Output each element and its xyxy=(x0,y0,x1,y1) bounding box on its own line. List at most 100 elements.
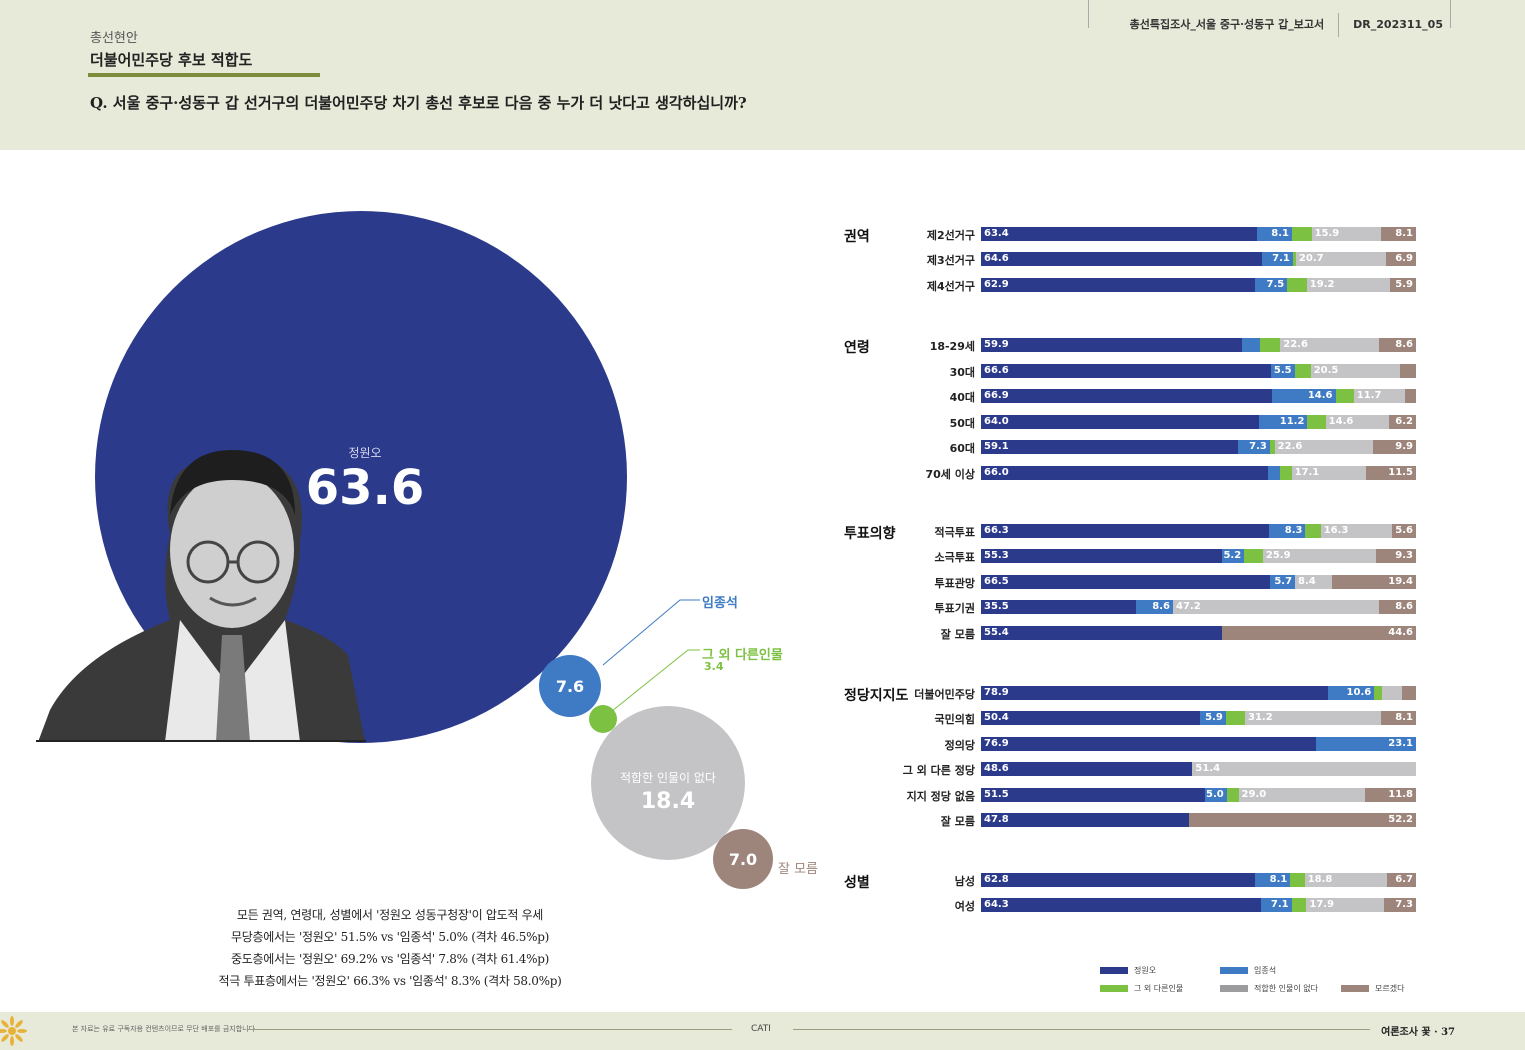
bar-segment: 7.3 xyxy=(1384,898,1416,912)
bar-segment: 35.5 xyxy=(981,600,1136,614)
row-label: 적극투표 xyxy=(934,526,975,539)
bar-segment: 19.4 xyxy=(1331,575,1416,589)
bar-segment: 29.0 xyxy=(1238,788,1365,802)
bar-segment: 66.5 xyxy=(981,575,1271,589)
bar-segment: 64.3 xyxy=(981,898,1261,912)
data-label: 50.4 xyxy=(984,712,1009,723)
row-label: 잘 모름 xyxy=(940,815,975,828)
bubble-other xyxy=(589,705,617,733)
header-divider xyxy=(1450,0,1451,28)
bubble-dk xyxy=(713,829,773,889)
bar-segment: 18.8 xyxy=(1304,873,1387,887)
bar-segment: 6.7 xyxy=(1386,873,1416,887)
data-label: 5.9 xyxy=(1205,712,1223,723)
group-title: 성별 xyxy=(844,875,870,891)
bar-row: 76.9 23.1 xyxy=(981,737,1416,751)
data-label: 5.9 xyxy=(1395,279,1413,290)
bar-segment xyxy=(1292,227,1312,241)
bar-segment xyxy=(1269,440,1275,454)
bubble-other-value: 3.4 xyxy=(704,660,724,673)
bar-row: 63.4 8.1 15.9 8.1 xyxy=(981,227,1416,241)
bar-segment: 5.5 xyxy=(1270,364,1295,378)
data-label: 35.5 xyxy=(984,601,1009,612)
bar-row: 62.9 7.5 19.2 5.9 xyxy=(981,278,1416,292)
bar-segment: 62.9 xyxy=(981,278,1255,292)
bubble-lim-value: 7.6 xyxy=(555,677,585,696)
bar-row: 50.4 5.9 31.2 8.1 xyxy=(981,711,1416,725)
data-label: 15.9 xyxy=(1314,228,1340,239)
data-label: 66.5 xyxy=(984,576,1009,587)
bar-segment: 66.9 xyxy=(981,389,1272,403)
data-label: 11.7 xyxy=(1356,390,1382,401)
bar-segment: 19.2 xyxy=(1306,278,1391,292)
bar-segment: 8.3 xyxy=(1269,524,1306,538)
bar-row: 59.9 22.6 8.6 xyxy=(981,338,1416,352)
bar-segment: 22.6 xyxy=(1274,440,1373,454)
data-label: 51.5 xyxy=(984,789,1009,800)
data-label: 66.0 xyxy=(984,467,1009,478)
bar-row: 66.0 17.1 11.5 xyxy=(981,466,1416,480)
data-label: 47.2 xyxy=(1176,601,1201,612)
bubble-jung-label: 정원오 xyxy=(348,446,382,460)
data-label: 11.2 xyxy=(1279,416,1305,427)
row-label: 70세 이상 xyxy=(925,468,976,481)
bar-segment xyxy=(1335,389,1354,403)
bar-segment: 9.9 xyxy=(1372,440,1416,454)
row-label: 잘 모름 xyxy=(940,628,975,641)
bar-row: 35.5 8.6 47.2 8.6 xyxy=(981,600,1416,614)
bar-segment: 8.1 xyxy=(1255,873,1291,887)
summary-line: 중도층에서는 '정원오' 69.2% vs '임종석' 7.8% (격차 61.… xyxy=(231,952,549,966)
row-label: 정의당 xyxy=(944,739,975,752)
bar-segment: 23.1 xyxy=(1315,737,1416,751)
bar-segment: 8.6 xyxy=(1135,600,1174,614)
data-label: 9.9 xyxy=(1395,441,1413,452)
data-label: 59.1 xyxy=(984,441,1009,452)
bar-segment xyxy=(1291,898,1307,912)
row-label: 그 외 다른 정당 xyxy=(902,764,975,777)
bar-row: 62.8 8.1 18.8 6.7 xyxy=(981,873,1416,887)
bar-segment: 11.5 xyxy=(1365,466,1416,480)
data-label: 14.6 xyxy=(1328,416,1354,427)
data-label: 64.0 xyxy=(984,416,1009,427)
candidate-photo xyxy=(36,450,366,742)
bar-segment: 8.6 xyxy=(1378,338,1416,352)
bar-segment: 51.5 xyxy=(981,788,1206,802)
row-label: 투표관망 xyxy=(934,577,975,590)
bar-segment: 6.9 xyxy=(1385,252,1416,266)
data-label: 7.3 xyxy=(1249,441,1267,452)
bar-segment xyxy=(1226,788,1239,802)
bar-segment xyxy=(1241,338,1261,352)
bar-segment: 59.9 xyxy=(981,338,1242,352)
bar-segment: 20.5 xyxy=(1310,364,1400,378)
bar-segment: 10.6 xyxy=(1327,686,1375,700)
data-label: 51.4 xyxy=(1195,763,1221,774)
data-label: 5.0 xyxy=(1206,789,1224,800)
data-label: 62.8 xyxy=(984,874,1009,885)
bar-segment: 8.4 xyxy=(1295,575,1332,589)
summary-line: 무당층에서는 '정원오' 51.5% vs '임종석' 5.0% (격차 46.… xyxy=(231,930,549,944)
data-label: 66.9 xyxy=(984,390,1009,401)
bar-segment: 16.3 xyxy=(1320,524,1392,538)
bar-segment xyxy=(1290,873,1305,887)
summary-text: 모든 권역, 연령대, 성별에서 '정원오 성동구청장'이 압도적 우세 무당층… xyxy=(170,904,610,992)
legend-item: 모르겠다 xyxy=(1341,983,1404,994)
bar-segment: 14.6 xyxy=(1325,415,1390,429)
bar-segment: 59.1 xyxy=(981,440,1239,454)
data-label: 14.6 xyxy=(1307,390,1333,401)
bar-segment: 55.3 xyxy=(981,549,1222,563)
bar-segment: 15.9 xyxy=(1311,227,1381,241)
data-label: 17.1 xyxy=(1294,467,1320,478)
bar-row: 64.6 7.1 20.7 6.9 xyxy=(981,252,1416,266)
row-label: 제4선거구 xyxy=(926,280,975,293)
bar-segment: 8.1 xyxy=(1380,227,1416,241)
bar-row: 66.6 5.5 20.5 xyxy=(981,364,1416,378)
row-label: 30대 xyxy=(949,366,975,379)
footer-rule xyxy=(247,1029,732,1030)
report-info: 총선특집조사_서울 중구·성동구 갑_보고서 DR_202311_05 xyxy=(1130,13,1443,37)
bar-segment xyxy=(1404,389,1416,403)
bar-segment: 7.1 xyxy=(1262,252,1293,266)
row-label: 60대 xyxy=(949,442,975,455)
data-label: 8.6 xyxy=(1152,601,1171,612)
section-label: 총선현안 xyxy=(90,31,138,46)
bar-segment: 8.6 xyxy=(1378,600,1416,614)
